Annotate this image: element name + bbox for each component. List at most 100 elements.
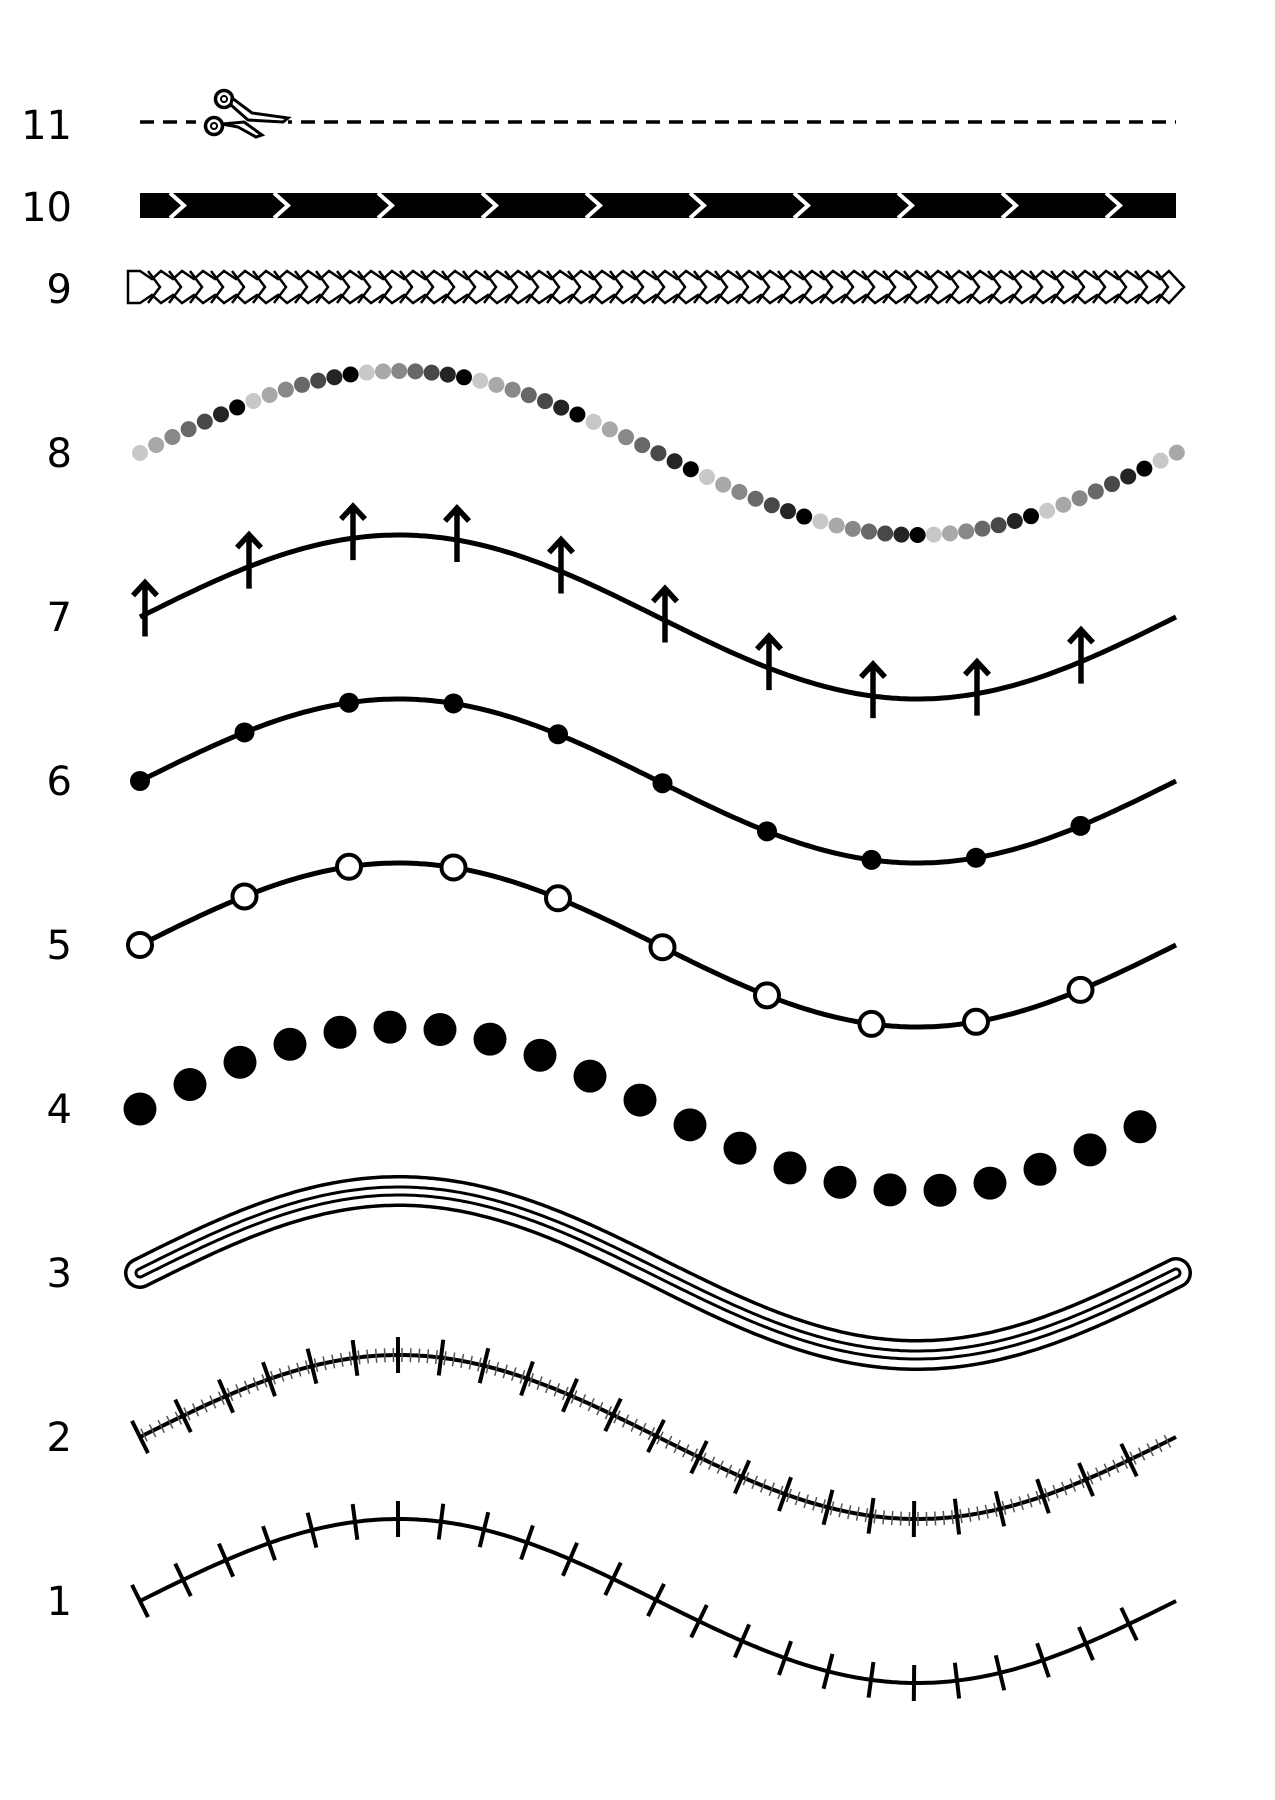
chain-link [420, 270, 435, 304]
tick [646, 1582, 666, 1618]
minor-tick [287, 1365, 293, 1380]
chain-link [1092, 270, 1107, 304]
minor-tick [803, 1494, 809, 1509]
bead [796, 508, 813, 525]
minor-tick [1052, 1484, 1059, 1499]
bead [1071, 490, 1088, 507]
arrow-head [130, 578, 160, 598]
minor-tick [785, 1488, 793, 1503]
minor-tick [494, 1362, 500, 1376]
minor-tick [217, 1391, 225, 1405]
major-tick [350, 1339, 360, 1377]
major-tick [1119, 1442, 1139, 1478]
tick [477, 1511, 491, 1548]
chain-link [462, 270, 477, 304]
minor-tick [148, 1424, 157, 1438]
wave-line [139, 1353, 1177, 1521]
band-chevrons [168, 191, 1124, 220]
chain-link [378, 270, 393, 304]
minor-tick [1010, 1498, 1016, 1513]
bead [877, 525, 894, 542]
major-tick [477, 1347, 491, 1384]
minor-tick [166, 1415, 174, 1429]
tick [173, 1562, 193, 1597]
bead [812, 513, 829, 530]
major-tick [689, 1440, 709, 1475]
minor-tick [322, 1356, 327, 1371]
chain-link [399, 270, 414, 304]
minor-tick [561, 1386, 569, 1401]
chevron-band [140, 193, 1176, 218]
tick [261, 1525, 277, 1561]
chain-link [1071, 270, 1086, 304]
bead [504, 381, 521, 398]
arrow-head [234, 530, 264, 550]
bead [553, 399, 570, 416]
bead [634, 437, 651, 454]
bead [731, 483, 748, 500]
minor-tick [829, 1501, 835, 1516]
row-1-tick-wave [130, 1500, 1177, 1702]
minor-tick [1112, 1459, 1120, 1473]
minor-tick [984, 1504, 989, 1519]
minor-tick [544, 1379, 552, 1394]
major-tick [436, 1339, 446, 1376]
bead [844, 520, 861, 537]
major-tick [561, 1377, 579, 1413]
marker-circle [1066, 975, 1095, 1004]
minor-tick [959, 1509, 963, 1524]
tick [436, 1503, 446, 1540]
major-tick [1035, 1478, 1051, 1514]
bead [196, 413, 213, 430]
large-dot [973, 1166, 1007, 1200]
major-tick [519, 1360, 535, 1397]
bead [828, 517, 845, 534]
marker-circle [544, 884, 572, 913]
chain-link [1113, 270, 1128, 304]
arrow-head [1066, 625, 1096, 645]
chevron-chain [126, 269, 1186, 305]
minor-tick [733, 1468, 741, 1482]
row-3-double-outline-wave [124, 1175, 1192, 1371]
large-dot [373, 1010, 407, 1044]
minor-tick [682, 1444, 690, 1458]
bead [520, 387, 537, 404]
minor-tick [759, 1479, 767, 1493]
chain-link [252, 270, 267, 304]
major-tick [305, 1348, 319, 1385]
chain-link [273, 270, 288, 304]
large-dot [623, 1083, 657, 1117]
minor-tick [690, 1448, 699, 1462]
minor-tick [443, 1351, 447, 1366]
minor-tick [1095, 1467, 1103, 1481]
bead [1168, 444, 1185, 461]
band-chevron [480, 191, 500, 220]
minor-tick [1035, 1490, 1042, 1505]
band-chevron [792, 191, 812, 220]
large-dot [1073, 1133, 1107, 1167]
minor-tick [191, 1403, 200, 1417]
minor-tick [339, 1352, 344, 1367]
minor-tick [477, 1357, 482, 1372]
minor-tick [200, 1399, 208, 1413]
minor-tick [1069, 1478, 1077, 1492]
bead [245, 392, 262, 409]
bead [780, 503, 796, 520]
bead [213, 406, 229, 423]
major-tick [130, 1419, 150, 1455]
tick [561, 1541, 579, 1577]
minor-tick [656, 1431, 664, 1445]
chain-link [924, 270, 939, 304]
tick [952, 1662, 962, 1699]
marker-dot [443, 693, 464, 714]
band-chevron [584, 191, 604, 220]
arrow-head [546, 535, 576, 555]
bead [682, 461, 699, 478]
minor-tick [1155, 1438, 1163, 1453]
bead [585, 413, 602, 430]
minor-tick [1078, 1474, 1085, 1489]
marker-dot [130, 771, 150, 791]
bead [407, 363, 424, 380]
bead [942, 525, 958, 542]
bead [1023, 508, 1039, 525]
